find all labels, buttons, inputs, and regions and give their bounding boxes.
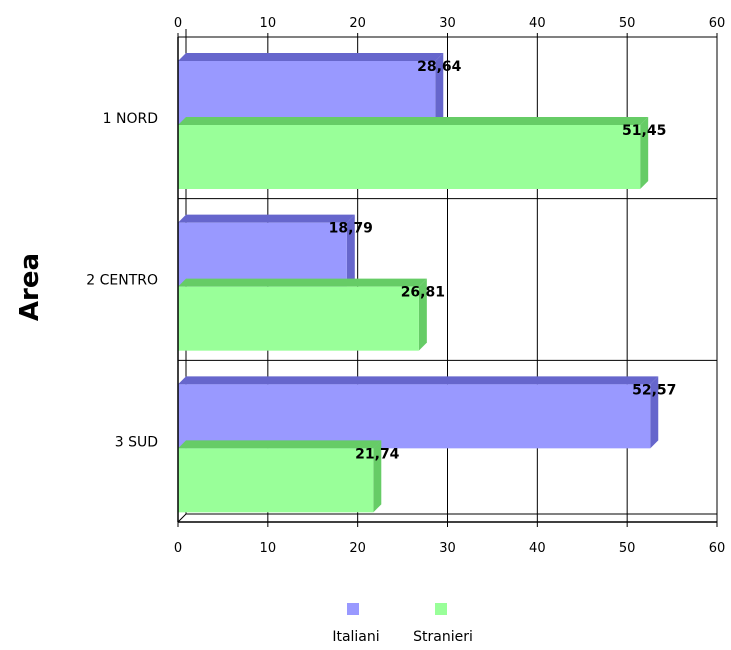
data-label-0-1: 18,79 <box>329 221 373 237</box>
tick-label-top-0: 0 <box>174 16 182 31</box>
data-label-0-2: 52,57 <box>632 382 676 398</box>
axes-layer: 1 NORD 2 CENTRO 3 SUD 0 0 10 10 20 20 30 30 40 40 50 5… <box>86 16 725 556</box>
data-label-1-1: 26,81 <box>401 285 445 301</box>
bar-1-2 <box>178 448 374 513</box>
tick-label-bottom-2: 20 <box>349 541 366 556</box>
tick-label-top-5: 50 <box>619 16 636 31</box>
bar-0-2 <box>178 384 651 449</box>
bar-top-0-1 <box>178 214 355 223</box>
bar-side-0-2 <box>650 376 659 449</box>
y-axis-label: Area <box>15 253 45 321</box>
category-label-0: 1 NORD <box>103 111 158 127</box>
bar-1-1 <box>178 286 419 351</box>
bar-1-0 <box>178 125 641 189</box>
tick-label-top-4: 40 <box>529 16 546 31</box>
bar-top-1-0 <box>178 117 649 125</box>
legend-swatch-0 <box>347 603 359 615</box>
data-label-1-0: 51,45 <box>622 123 666 139</box>
bars-layer: 28,64 51,45 18,79 26,81 52,57 21,74 <box>178 53 676 513</box>
bar-0-0 <box>178 61 436 125</box>
tick-label-top-2: 20 <box>349 16 366 31</box>
legend-label-1: Stranieri <box>413 629 473 645</box>
bar-side-0-1 <box>346 214 355 287</box>
tick-label-bottom-4: 40 <box>529 541 546 556</box>
tick-label-top-1: 10 <box>260 16 277 31</box>
bar-top-0-2 <box>178 376 659 385</box>
bar-side-0-0 <box>435 53 444 125</box>
data-label-0-0: 28,64 <box>417 59 462 75</box>
category-label-2: 3 SUD <box>115 434 158 450</box>
tick-label-bottom-5: 50 <box>619 541 636 556</box>
bar-0-1 <box>178 222 347 287</box>
tick-label-bottom-3: 30 <box>439 541 456 556</box>
tick-label-top-3: 30 <box>439 16 456 31</box>
tick-label-bottom-6: 60 <box>709 541 726 556</box>
bar-side-1-2 <box>373 440 382 513</box>
bar-side-1-0 <box>640 117 649 189</box>
legend-label-0: Italiani <box>332 629 379 645</box>
data-label-1-2: 21,74 <box>355 446 400 462</box>
bar-side-1-1 <box>418 278 427 351</box>
tick-label-bottom-1: 10 <box>260 541 277 556</box>
category-label-1: 2 CENTRO <box>86 273 158 289</box>
legend: Italiani Stranieri <box>332 603 473 645</box>
legend-swatch-1 <box>435 603 447 615</box>
bar-top-1-1 <box>178 278 427 287</box>
bar-top-1-2 <box>178 440 382 449</box>
tick-label-bottom-0: 0 <box>174 541 182 556</box>
tick-label-top-6: 60 <box>709 16 726 31</box>
bar-top-0-0 <box>178 53 444 61</box>
